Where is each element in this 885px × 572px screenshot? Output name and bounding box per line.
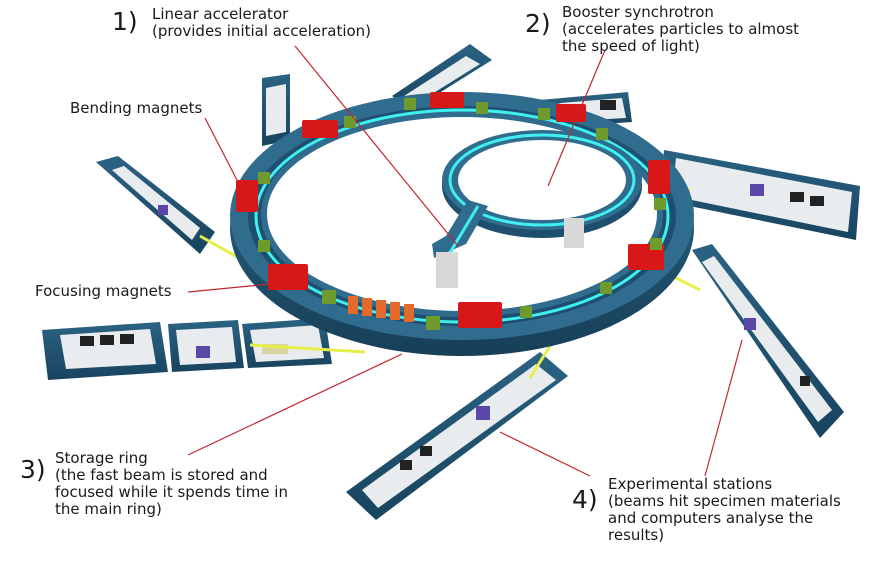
focusing-magnet [258, 240, 270, 252]
label-number-storage: 3) [20, 455, 46, 484]
label-focusing-title: Focusing magnets [35, 282, 172, 300]
beamline-hutch-upper-left [96, 156, 215, 254]
focusing-magnet [258, 172, 270, 184]
label-storage-desc-2: focused while it spends time in [55, 483, 288, 501]
leader-line-stations-2 [704, 339, 743, 477]
label-linac: Linear accelerator (provides initial acc… [152, 6, 371, 40]
focusing-magnet [520, 306, 532, 318]
label-bending-magnets: Bending magnets [70, 100, 202, 117]
leader-line-bending [204, 117, 239, 183]
label-booster-desc-2: the speed of light) [562, 37, 700, 55]
label-linac-title: Linear accelerator [152, 5, 289, 23]
rf-cavities [348, 296, 414, 322]
bending-magnet [458, 302, 502, 328]
beamline-hutch-bottom [346, 352, 568, 520]
bending-magnet [268, 264, 308, 290]
label-booster-title: Booster synchrotron [562, 3, 714, 21]
focusing-magnet [538, 108, 550, 120]
label-number-stations: 4) [572, 485, 598, 514]
bending-magnet [628, 244, 664, 270]
focusing-magnet [322, 290, 336, 304]
label-experimental-stations: Experimental stations (beams hit specime… [608, 476, 841, 544]
beamline-hutch-lower-right [692, 244, 844, 438]
leader-line-stations-1 [499, 431, 591, 477]
focusing-magnet [344, 116, 356, 128]
leader-line-booster [547, 49, 606, 187]
linear-accelerator [432, 200, 488, 288]
label-storage-title: Storage ring [55, 449, 148, 467]
label-stations-title: Experimental stations [608, 475, 773, 493]
label-stations-desc-1: (beams hit specimen materials [608, 492, 841, 510]
bending-magnet [302, 120, 338, 138]
label-storage-ring: Storage ring (the fast beam is stored an… [55, 450, 288, 518]
leader-line-storage [187, 353, 403, 456]
label-stations-desc-2: and computers analyse the [608, 509, 814, 527]
bending-magnet [556, 104, 586, 122]
label-stations-desc-3: results) [608, 526, 665, 544]
label-focusing-magnets: Focusing magnets [35, 283, 172, 300]
label-storage-desc-3: the main ring) [55, 500, 162, 518]
label-booster: Booster synchrotron (accelerates particl… [562, 4, 799, 55]
booster-synchrotron [442, 130, 642, 248]
focusing-magnet [654, 198, 666, 210]
focusing-magnet [600, 282, 612, 294]
label-storage-desc-1: (the fast beam is stored and [55, 466, 268, 484]
bending-magnet [648, 160, 670, 194]
bending-magnet [236, 180, 258, 212]
label-number-linac: 1) [112, 7, 138, 36]
label-booster-desc-1: (accelerates particles to almost [562, 20, 800, 38]
leader-line-linac [294, 45, 459, 247]
label-bending-title: Bending magnets [70, 99, 203, 117]
bending-magnets [236, 92, 670, 328]
leader-line-focusing [187, 283, 271, 293]
focusing-magnet [596, 128, 608, 140]
label-number-booster: 2) [525, 9, 551, 38]
label-linac-desc: (provides initial acceleration) [152, 22, 372, 40]
beamline-hutch-top [392, 44, 492, 110]
focusing-magnet [404, 98, 416, 110]
bending-magnet [430, 92, 464, 108]
beamline-hutch-right [660, 150, 860, 240]
beamline-hutch-left [42, 318, 332, 380]
leader-lines [187, 45, 743, 477]
beamline-hutch-top-left [262, 74, 290, 146]
focusing-magnet [476, 102, 488, 114]
focusing-magnet [650, 238, 662, 250]
focusing-magnets [258, 98, 666, 330]
booster-beam [448, 133, 636, 227]
focusing-magnet [426, 316, 440, 330]
